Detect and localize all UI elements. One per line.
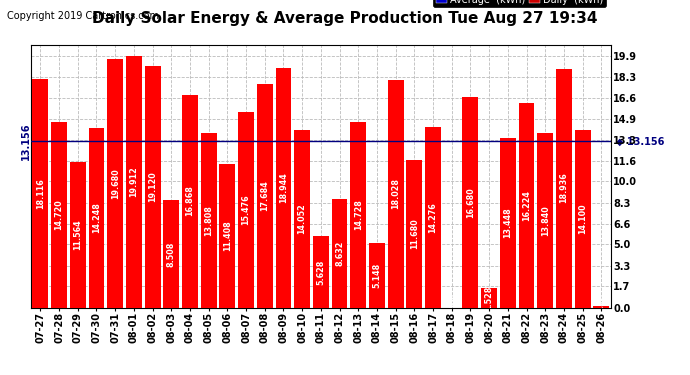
Bar [575, 129, 591, 308]
Text: Daily Solar Energy & Average Production Tue Aug 27 19:34: Daily Solar Energy & Average Production … [92, 11, 598, 26]
Bar [369, 243, 385, 308]
Bar [406, 160, 422, 308]
Text: 18.944: 18.944 [279, 172, 288, 203]
Text: 17.684: 17.684 [260, 180, 269, 211]
Bar [351, 122, 366, 308]
Text: 8.632: 8.632 [335, 240, 344, 266]
Text: 13.156: 13.156 [21, 123, 31, 160]
Text: 16.680: 16.680 [466, 187, 475, 218]
Text: 18.936: 18.936 [560, 172, 569, 203]
Text: Copyright 2019 Cartronics.com: Copyright 2019 Cartronics.com [7, 11, 159, 21]
Text: 14.728: 14.728 [354, 199, 363, 230]
Bar [145, 66, 161, 308]
Bar [201, 133, 217, 308]
Text: 19.912: 19.912 [130, 166, 139, 197]
Text: 11.564: 11.564 [73, 219, 82, 250]
Bar [388, 80, 404, 308]
Text: 14.248: 14.248 [92, 202, 101, 233]
Bar [164, 200, 179, 308]
Bar [313, 237, 329, 308]
Text: 1.528: 1.528 [484, 285, 493, 310]
Bar [481, 288, 497, 308]
Text: 13.448: 13.448 [503, 207, 512, 238]
Text: 19.680: 19.680 [110, 168, 119, 199]
Bar [182, 94, 198, 308]
Bar [32, 79, 48, 308]
Bar [500, 138, 515, 308]
Bar [425, 128, 441, 308]
Text: 19.120: 19.120 [148, 171, 157, 202]
Bar [556, 69, 572, 308]
Text: 0.152: 0.152 [597, 294, 606, 319]
Bar [294, 130, 310, 308]
Bar [538, 133, 553, 308]
Bar [219, 164, 235, 308]
Text: 5.148: 5.148 [373, 262, 382, 288]
Text: 14.052: 14.052 [297, 204, 306, 234]
Bar [70, 162, 86, 308]
Text: 11.680: 11.680 [410, 218, 419, 249]
Bar [257, 84, 273, 308]
Text: 14.276: 14.276 [428, 202, 437, 233]
Bar [88, 128, 104, 308]
Bar [126, 56, 142, 308]
Text: 14.100: 14.100 [578, 203, 587, 234]
Text: 8.508: 8.508 [167, 241, 176, 267]
Text: 0.000: 0.000 [447, 295, 456, 320]
Bar [519, 103, 535, 308]
Text: 13.808: 13.808 [204, 205, 213, 236]
Text: 16.868: 16.868 [186, 186, 195, 216]
Text: 18.028: 18.028 [391, 178, 400, 209]
Text: 13.840: 13.840 [541, 205, 550, 236]
Text: 11.408: 11.408 [223, 220, 232, 251]
Text: 15.476: 15.476 [241, 195, 250, 225]
Bar [238, 112, 254, 308]
Bar [275, 68, 291, 308]
Text: 16.224: 16.224 [522, 190, 531, 220]
Legend: Average  (kWh), Daily  (kWh): Average (kWh), Daily (kWh) [433, 0, 606, 7]
Bar [51, 122, 67, 308]
Bar [107, 59, 123, 308]
Text: 5.628: 5.628 [316, 259, 326, 285]
Text: 14.720: 14.720 [55, 199, 63, 230]
Text: ◆ 13.156: ◆ 13.156 [616, 136, 664, 147]
Bar [462, 97, 478, 308]
Bar [593, 306, 609, 308]
Bar [332, 199, 348, 308]
Text: 18.116: 18.116 [36, 178, 45, 209]
